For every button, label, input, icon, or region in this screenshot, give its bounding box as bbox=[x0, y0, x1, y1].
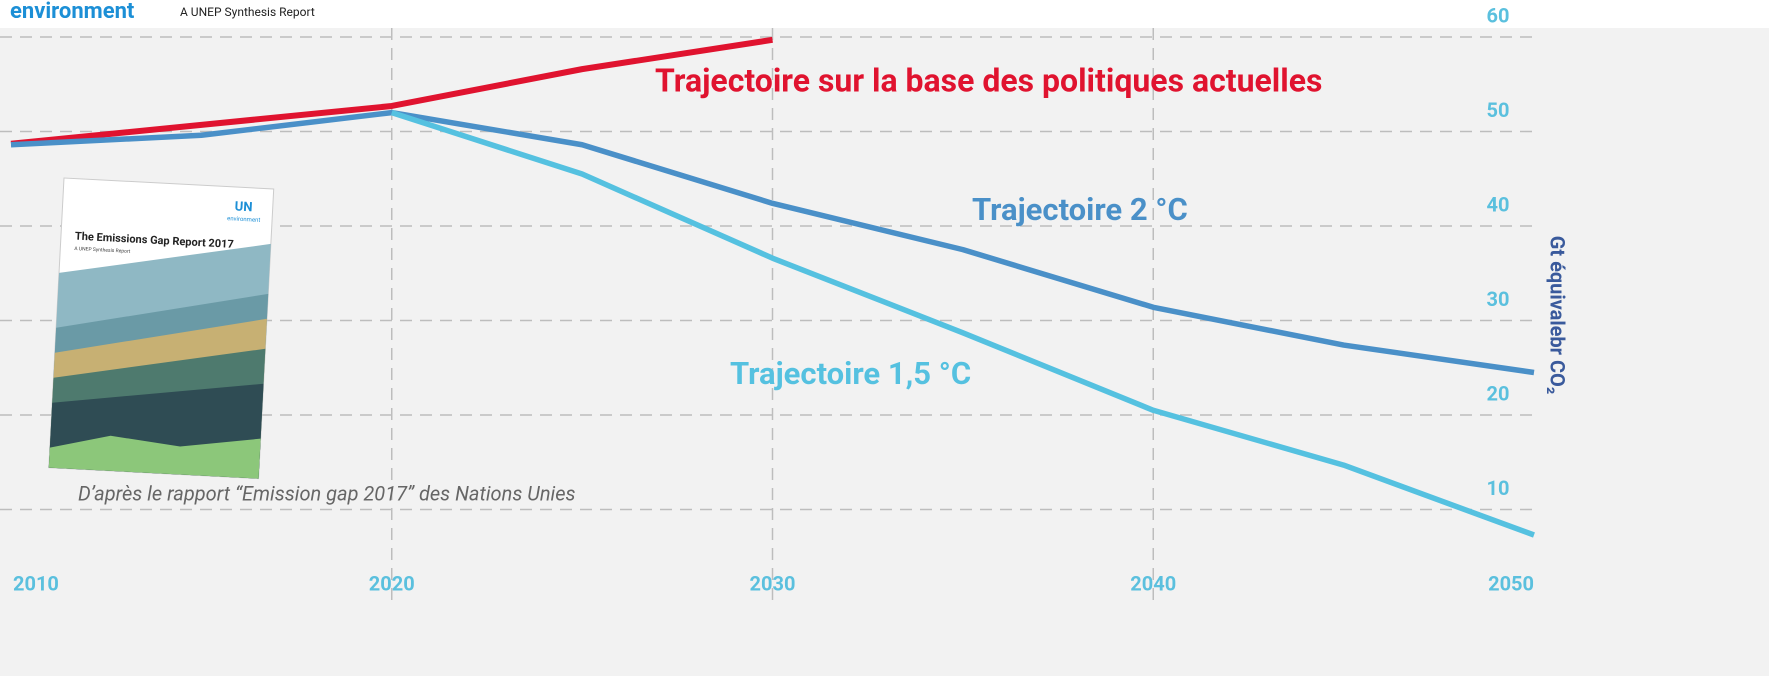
y-tick-label: 40 bbox=[1487, 192, 1510, 216]
note: D’après le rapport “Emission gap 2017” d… bbox=[78, 481, 576, 505]
series-label: Trajectoire 2 °C bbox=[972, 191, 1188, 228]
y-tick-label: 50 bbox=[1487, 98, 1510, 122]
y-tick-label: 20 bbox=[1487, 381, 1510, 405]
series-line bbox=[10, 36, 773, 147]
x-tick-label: 2030 bbox=[750, 571, 796, 595]
x-tick-label: 2020 bbox=[369, 571, 415, 595]
cover-subtitle: A UNEP Synthesis Report bbox=[74, 246, 131, 255]
cover-logo: UN bbox=[234, 199, 253, 215]
series-line bbox=[390, 109, 1535, 538]
grid bbox=[0, 28, 1540, 600]
cover-logo-sub: environment bbox=[227, 215, 261, 224]
report-cover: UN environment The Emissions Gap Report … bbox=[48, 177, 275, 480]
x-tick-label: 2040 bbox=[1130, 571, 1176, 595]
lines bbox=[10, 36, 1535, 538]
y-tick-label: 10 bbox=[1487, 476, 1510, 500]
series-line bbox=[10, 109, 1535, 376]
y-axis-label: Gt équivalebr CO₂ bbox=[1546, 236, 1570, 395]
cover-grass bbox=[48, 435, 261, 479]
series-label: Trajectoire 1,5 °C bbox=[730, 355, 971, 392]
subtitle: A UNEP Synthesis Report bbox=[180, 5, 315, 19]
brand: environment bbox=[10, 0, 135, 24]
series-label: Trajectoire sur la base des politiques a… bbox=[655, 61, 1322, 99]
plot-background bbox=[0, 28, 1769, 676]
y-tick-label: 60 bbox=[1487, 3, 1510, 27]
x-tick-label: 2010 bbox=[13, 571, 59, 595]
y-tick-label: 30 bbox=[1487, 287, 1510, 311]
x-tick-label: 2050 bbox=[1488, 571, 1534, 595]
